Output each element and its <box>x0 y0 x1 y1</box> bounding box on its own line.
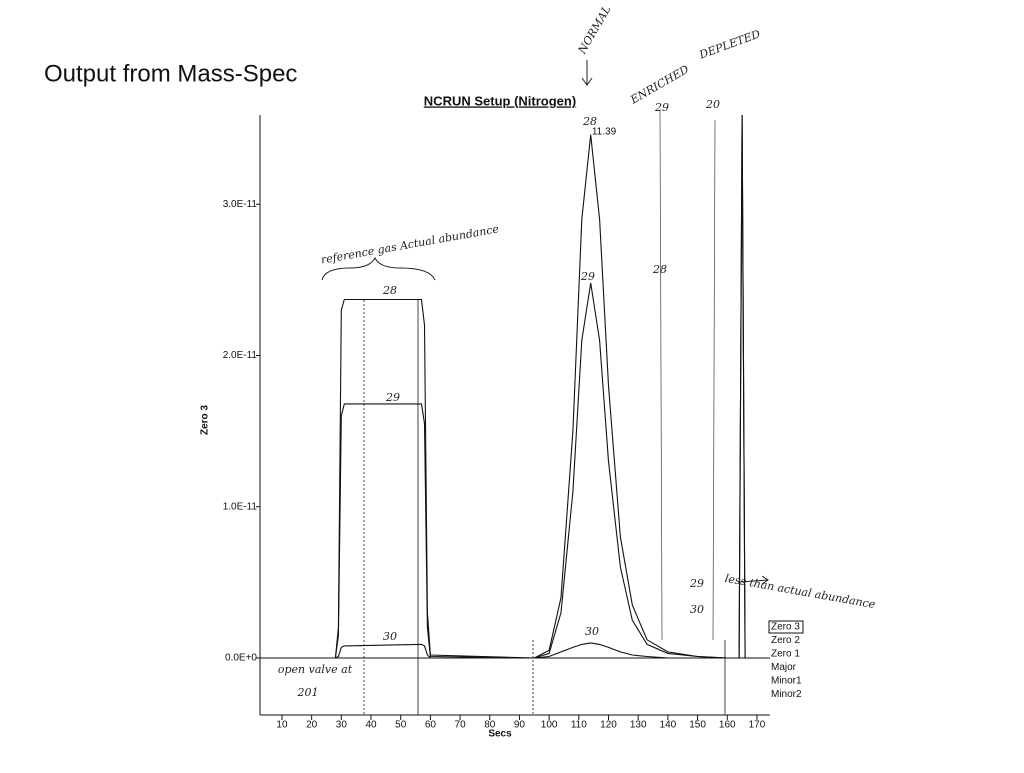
y-tick-label: 1.0E-11 <box>223 501 258 512</box>
arrow <box>581 60 593 86</box>
annotation: 28 <box>582 115 597 128</box>
x-tick-label: 50 <box>395 720 407 731</box>
y-tick-label: 3.0E-11 <box>223 199 258 210</box>
y-axis-label: Zero 3 <box>200 405 211 435</box>
legend-label: Minor2 <box>771 689 802 700</box>
x-tick-label: 60 <box>425 720 437 731</box>
x-axis-label: Secs <box>488 729 512 740</box>
annotation: 29 <box>385 391 400 404</box>
annotation: 30 <box>690 603 704 616</box>
annotation: 29 <box>580 270 595 283</box>
legend-label: Minor1 <box>771 676 802 687</box>
annotation: 29 <box>654 101 669 114</box>
annotation: 11.39 <box>592 127 617 138</box>
x-tick-label: 40 <box>365 720 377 731</box>
x-tick-label: 10 <box>276 720 288 731</box>
y-tick-label: 0.0E+0 <box>225 653 257 664</box>
x-tick-label: 110 <box>571 720 587 731</box>
series-line <box>261 115 763 659</box>
x-tick-label: 90 <box>514 720 526 731</box>
annotation: DEPLETED <box>697 27 762 61</box>
x-tick-label: 100 <box>541 720 558 731</box>
legend-label: Zero 3 <box>771 622 800 633</box>
x-tick-label: 30 <box>336 720 348 731</box>
brace <box>321 256 436 281</box>
annotation: 29 <box>689 577 704 590</box>
annotation: 30 <box>383 630 397 643</box>
annotation: 201 <box>297 686 319 699</box>
legend-label: Zero 2 <box>771 635 800 646</box>
legend-label: Zero 1 <box>771 649 800 660</box>
annotation: 28 <box>652 263 667 276</box>
annotation: 30 <box>585 625 599 638</box>
slide-title: Output from Mass-Spec <box>44 60 297 87</box>
x-tick-label: 170 <box>749 720 766 731</box>
annotation: less than actual abundance <box>724 572 877 611</box>
x-tick-label: 150 <box>689 720 706 731</box>
x-tick-label: 140 <box>660 720 677 731</box>
pen-line <box>659 109 716 641</box>
annotation: open valve at <box>278 663 353 676</box>
legend-highlight <box>768 620 804 634</box>
annotation: NORMAL <box>575 3 613 57</box>
x-tick-label: 70 <box>455 720 467 731</box>
x-tick-label: 80 <box>484 720 496 731</box>
x-tick-label: 130 <box>630 720 647 731</box>
x-tick-label: 160 <box>719 720 736 731</box>
y-tick-label: 2.0E-11 <box>223 350 258 361</box>
x-tick-label: 20 <box>306 720 318 731</box>
annotation: 20 <box>705 98 720 111</box>
x-tick-label: 120 <box>600 720 617 731</box>
chart-title: NCRUN Setup (Nitrogen) <box>424 93 576 108</box>
annotation: 28 <box>382 284 397 297</box>
series-line <box>261 115 763 659</box>
annotation: reference gas Actual abundance <box>320 222 500 266</box>
legend-label: Major <box>771 662 797 673</box>
plot-area <box>261 115 763 659</box>
series-line <box>261 642 763 659</box>
